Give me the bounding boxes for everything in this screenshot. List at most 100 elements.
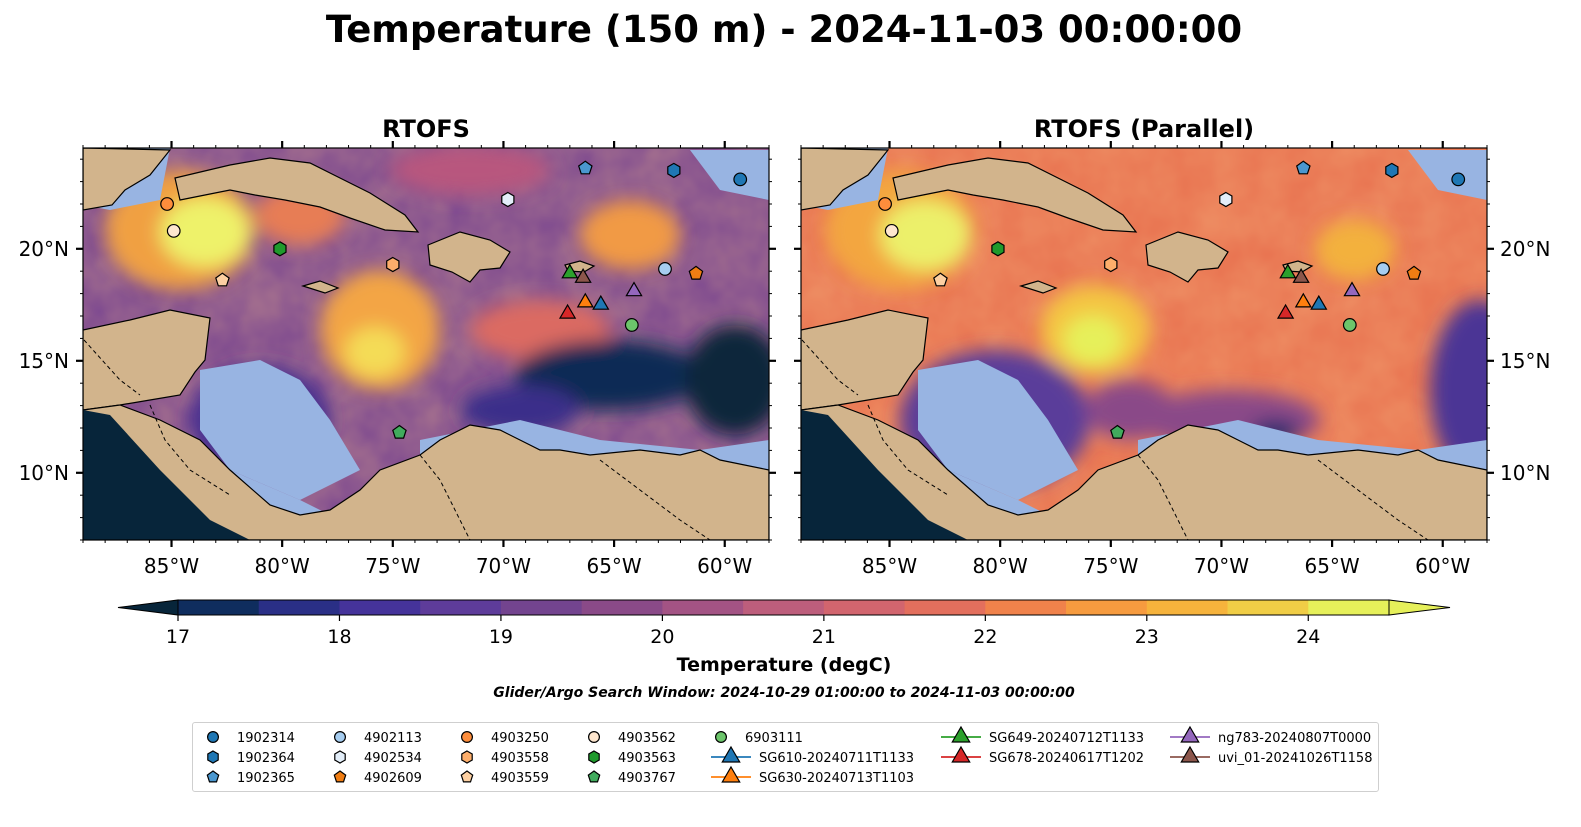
legend-item-4903562: 4903562 — [588, 731, 676, 746]
obs-marker-sg678-20240617t1202 — [1276, 303, 1295, 319]
observations-parallel — [878, 160, 1466, 439]
obs-marker-uvi-01-20241026t1158 — [574, 268, 592, 283]
colorbar-cell — [904, 600, 986, 615]
obs-marker-4903767 — [1110, 424, 1125, 439]
lat-tick-label: 10°N — [1500, 461, 1550, 485]
obs-marker-4902609 — [688, 265, 704, 280]
legend-item-4902534: 4902534 — [334, 750, 422, 766]
legend-label: 4902534 — [364, 751, 422, 766]
obs-marker-6903111 — [1342, 318, 1357, 332]
legend-marker-icon — [1180, 725, 1200, 743]
obs-marker-4902534 — [1219, 191, 1233, 208]
obs-marker-uvi-01-20241026t1158 — [1292, 268, 1310, 283]
obs-marker-1902314 — [1451, 172, 1466, 187]
legend-label: SG649-20240712T1133 — [989, 731, 1144, 746]
legend-item-4903563: 4903563 — [588, 750, 676, 766]
colorbar-tick-label: 17 — [166, 626, 190, 648]
legend-item-6903111: 6903111 — [714, 731, 803, 746]
lon-tick-label: 75°W — [365, 554, 420, 578]
obs-marker-ng783-20240807t0000 — [625, 281, 643, 297]
lon-tick-label: 85°W — [144, 554, 199, 578]
obs-marker-1902364 — [667, 162, 681, 179]
panel-title-rtofs: RTOFS — [382, 115, 470, 143]
legend-item-sg630-20240713t1103: SG630-20240713T1103 — [711, 765, 914, 786]
legend-marker-icon — [721, 745, 741, 763]
lat-tick-label: 10°N — [19, 461, 69, 485]
legend-label: 4903250 — [491, 731, 549, 746]
obs-marker-1902365 — [577, 160, 593, 175]
map-frame-rtofs — [82, 147, 770, 541]
colorbar-tick-label: 23 — [1135, 626, 1159, 648]
colorbar: 17 18 19 20 21 22 23 24 Temperature (degC) — [117, 599, 1451, 676]
panel-title-parallel: RTOFS (Parallel) — [1034, 115, 1254, 143]
legend-marker-icon — [714, 731, 727, 744]
legend-marker-icon — [460, 770, 474, 783]
land-rtofs — [83, 148, 769, 540]
obs-marker-4903562 — [166, 223, 181, 238]
legend-marker-icon — [461, 750, 473, 764]
colorbar-tick-label: 24 — [1296, 626, 1320, 648]
colorbar-cell — [1066, 600, 1148, 615]
colorbar-cell — [985, 600, 1067, 615]
legend-item-sg678-20240617t1202: SG678-20240617T1202 — [941, 745, 1144, 766]
obs-marker-4903563 — [991, 241, 1005, 257]
map-panel-parallel: RTOFS (Parallel) — [794, 115, 1550, 578]
legend-label: 1902364 — [237, 751, 295, 766]
lon-tick-label: 70°W — [476, 554, 531, 578]
obs-marker-sg630-20240713t1103 — [576, 292, 594, 308]
obs-marker-ng783-20240807t0000 — [1343, 281, 1361, 297]
legend-marker-icon — [951, 725, 971, 743]
temperature-field-rtofs — [83, 148, 769, 540]
legend-marker-icon — [333, 770, 347, 783]
legend-item-4903767: 4903767 — [587, 770, 676, 786]
lon-tick-label: 60°W — [1415, 554, 1470, 578]
obs-marker-4903558 — [386, 256, 400, 273]
obs-marker-sg610-20240711t1133 — [1310, 294, 1328, 310]
obs-marker-4902113 — [1376, 262, 1390, 276]
observations-rtofs — [160, 160, 748, 439]
lon-tick-label: 65°W — [1304, 554, 1359, 578]
legend-label: SG610-20240711T1133 — [759, 751, 914, 766]
legend-item-1902365: 1902365 — [206, 770, 295, 786]
obs-marker-4902113 — [658, 262, 672, 276]
obs-marker-4903250 — [878, 197, 892, 211]
legend-label: 6903111 — [745, 731, 803, 746]
colorbar-cell — [178, 600, 260, 615]
lon-tick-label: 85°W — [862, 554, 917, 578]
obs-marker-1902364 — [1385, 162, 1399, 179]
legend-label: uvi_01-20241026T1158 — [1218, 751, 1372, 766]
borders-rtofs — [83, 339, 711, 540]
colorbar-cell — [823, 600, 906, 615]
obs-marker-4903559 — [933, 272, 948, 287]
obs-marker-sg610-20240711t1133 — [592, 294, 610, 310]
legend-marker-icon — [588, 731, 601, 744]
colorbar-cell — [662, 600, 744, 615]
obs-marker-4902534 — [501, 191, 515, 208]
obs-marker-4903562 — [884, 223, 899, 238]
colorbar-cell — [1227, 600, 1309, 615]
legend-item-4903250: 4903250 — [461, 731, 549, 746]
colorbar-cell — [581, 600, 663, 615]
colorbar-tick-label: 21 — [812, 626, 836, 648]
legend-item-4902113: 4902113 — [334, 731, 422, 746]
lat-tick-label: 20°N — [19, 237, 69, 261]
legend-label: 4902609 — [364, 771, 422, 786]
colorbar-cell — [339, 600, 421, 615]
legend-item-1902364: 1902364 — [207, 750, 295, 766]
obs-marker-4903559 — [215, 272, 230, 287]
colorbar-label: Temperature (degC) — [677, 654, 892, 676]
legend-item-4903559: 4903559 — [460, 770, 549, 786]
legend-label: 4902113 — [364, 731, 422, 746]
colorbar-cell — [258, 600, 340, 615]
obs-marker-1902365 — [1295, 160, 1311, 175]
lon-tick-label: 60°W — [697, 554, 752, 578]
legend-label: 4903562 — [618, 731, 676, 746]
legend-label: 1902365 — [237, 771, 295, 786]
colorbar-extend-high — [1388, 599, 1451, 616]
lat-tick-label: 20°N — [1500, 237, 1550, 261]
legend-label: 4903559 — [491, 771, 549, 786]
legend-marker-icon — [588, 750, 600, 764]
legend-marker-icon — [951, 745, 971, 763]
lon-axis-rtofs: 85°W 80°W 75°W 70°W 65°W 60°W — [82, 141, 770, 578]
